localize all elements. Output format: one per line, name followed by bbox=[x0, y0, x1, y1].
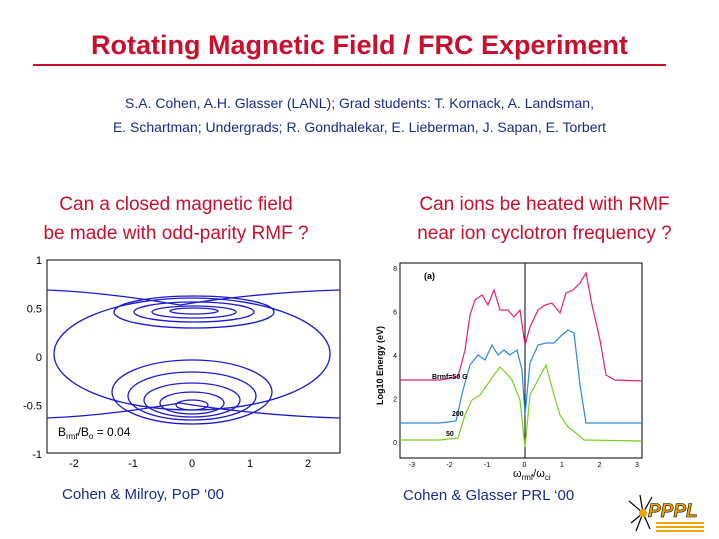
contour-open-top bbox=[46, 289, 341, 306]
pppl-logo-bar-2 bbox=[656, 526, 704, 528]
contour-y-tick: -1 bbox=[32, 449, 42, 461]
left-citation: Cohen & Milroy, PoP ‘00 bbox=[62, 486, 225, 503]
contour-y-tick: 1 bbox=[36, 255, 42, 267]
contour-upper-4 bbox=[169, 307, 219, 315]
energy-plot-frame bbox=[399, 262, 643, 459]
energy-x-tick: 2 bbox=[598, 462, 602, 469]
pppl-logo-bar-1 bbox=[656, 522, 704, 524]
energy-axis-ticks: 8 6 4 2 0 -3 -2 -1 0 1 2 3 bbox=[393, 266, 639, 469]
energy-y-tick: 4 bbox=[393, 353, 397, 360]
energy-ylabel: Log10 Energy (eV) bbox=[375, 326, 385, 405]
contour-plot-frame bbox=[46, 259, 341, 454]
energy-xlabel: ωrmf/ωci bbox=[513, 468, 551, 480]
left-question-line-1: Can a closed magnetic field bbox=[59, 194, 293, 215]
energy-y-tick: 2 bbox=[393, 397, 397, 404]
energy-x-tick: 3 bbox=[635, 462, 639, 469]
contour-y-tick: 0 bbox=[36, 352, 42, 364]
contour-x-tick: 2 bbox=[305, 458, 311, 470]
contour-lower-2 bbox=[127, 371, 257, 421]
series-label-mid: 200 bbox=[452, 411, 464, 418]
contour-lower-5 bbox=[175, 399, 209, 411]
left-question-line-2: be made with odd-parity RMF ? bbox=[43, 223, 309, 244]
right-citation: Cohen & Glasser PRL ‘00 bbox=[403, 487, 575, 504]
series-high-trace bbox=[400, 271, 643, 382]
right-question-line-1: Can ions be heated with RMF bbox=[419, 194, 670, 215]
series-label-high: Brmf=50 G bbox=[432, 374, 468, 381]
pppl-logo-bar-3 bbox=[656, 530, 704, 532]
right-question-line-2: near ion cyclotron frequency ? bbox=[417, 223, 672, 244]
contour-y-tick: 0.5 bbox=[27, 304, 42, 316]
authors-line-1: S.A. Cohen, A.H. Glasser (LANL); Grad st… bbox=[125, 95, 594, 111]
authors-line-2: E. Schartman; Undergrads; R. Gondhalekar… bbox=[112, 119, 607, 135]
right-question: Can ions be heated with RMF near ion cyc… bbox=[370, 190, 719, 248]
energy-x-tick: -3 bbox=[409, 462, 415, 469]
contour-upper-2 bbox=[133, 301, 255, 323]
contour-upper-3 bbox=[151, 305, 237, 319]
contour-separatrix bbox=[53, 297, 331, 411]
contour-x-tick: -1 bbox=[128, 458, 138, 470]
contour-lower-4 bbox=[159, 391, 225, 415]
pppl-logo: PPPL bbox=[628, 494, 704, 532]
contour-lower-3 bbox=[143, 382, 241, 418]
contour-axis-ticks: 1 0.5 0 -0.5 -1 -2 -1 0 1 2 bbox=[23, 255, 311, 470]
energy-plot: (a) Log10 Energy (eV) Brmf=50 G 200 50 8… bbox=[375, 262, 643, 480]
title-underline bbox=[33, 64, 666, 66]
energy-x-tick: 1 bbox=[560, 462, 564, 469]
energy-x-tick: -1 bbox=[484, 462, 490, 469]
panel-label: (a) bbox=[424, 271, 435, 281]
series-mid-trace bbox=[400, 329, 642, 424]
energy-y-tick: 0 bbox=[393, 440, 397, 447]
contour-lines bbox=[46, 289, 341, 425]
energy-y-tick: 8 bbox=[393, 266, 397, 273]
pppl-logo-core bbox=[639, 509, 647, 517]
slide-title: Rotating Magnetic Field / FRC Experiment bbox=[90, 30, 629, 60]
contour-x-tick: -2 bbox=[69, 458, 79, 470]
contour-open-bottom bbox=[46, 402, 341, 419]
energy-y-tick: 6 bbox=[393, 310, 397, 317]
contour-upper-1 bbox=[113, 295, 275, 329]
contour-x-tick: 0 bbox=[189, 458, 195, 470]
contour-y-tick: -0.5 bbox=[23, 401, 42, 413]
energy-x-tick: 0 bbox=[523, 462, 527, 469]
left-question: Can a closed magnetic field be made with… bbox=[0, 190, 352, 248]
contour-x-tick: 1 bbox=[247, 458, 253, 470]
contour-plot: 1 0.5 0 -0.5 -1 -2 -1 0 1 2 Brmf/Bo = 0.04 bbox=[23, 255, 341, 470]
contour-annotation: Brmf/Bo = 0.04 bbox=[58, 425, 131, 441]
series-low-trace bbox=[400, 363, 643, 448]
contour-lower-1 bbox=[111, 359, 273, 425]
pppl-logo-text: PPPL bbox=[648, 501, 698, 522]
energy-x-tick: -2 bbox=[446, 462, 452, 469]
series-label-low: 50 bbox=[446, 431, 454, 438]
